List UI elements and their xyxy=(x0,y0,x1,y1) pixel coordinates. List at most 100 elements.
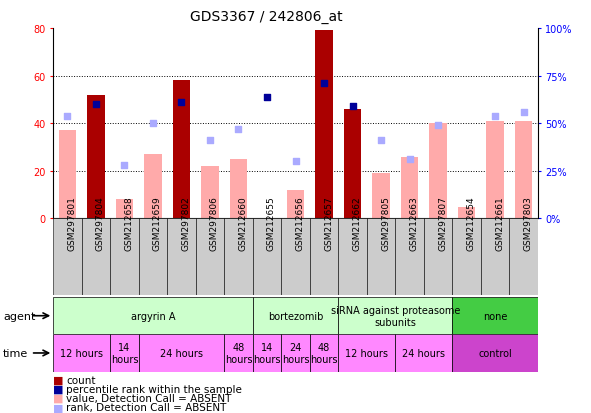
FancyBboxPatch shape xyxy=(310,219,338,295)
FancyBboxPatch shape xyxy=(367,219,395,295)
FancyBboxPatch shape xyxy=(53,335,110,372)
Text: GSM212655: GSM212655 xyxy=(267,195,276,250)
Text: GSM297803: GSM297803 xyxy=(524,195,532,250)
Text: GSM212657: GSM212657 xyxy=(324,195,333,250)
Bar xyxy=(316,31,333,219)
Text: agent: agent xyxy=(3,311,35,321)
Text: none: none xyxy=(483,311,507,321)
Point xyxy=(205,138,215,144)
Text: GSM297804: GSM297804 xyxy=(96,195,105,250)
Text: 24 hours: 24 hours xyxy=(160,348,203,358)
FancyBboxPatch shape xyxy=(139,219,167,295)
FancyBboxPatch shape xyxy=(281,335,310,372)
Point xyxy=(376,138,386,144)
FancyBboxPatch shape xyxy=(395,219,424,295)
FancyBboxPatch shape xyxy=(338,335,395,372)
Text: GSM212663: GSM212663 xyxy=(410,195,418,250)
Text: GSM212654: GSM212654 xyxy=(466,195,476,250)
Point xyxy=(491,113,500,120)
FancyBboxPatch shape xyxy=(310,335,338,372)
Text: GSM297802: GSM297802 xyxy=(181,195,190,250)
FancyBboxPatch shape xyxy=(338,219,367,295)
Point xyxy=(433,123,443,129)
Text: ■: ■ xyxy=(53,402,64,412)
Bar xyxy=(430,124,447,219)
Bar xyxy=(401,157,418,219)
Text: time: time xyxy=(3,348,28,358)
FancyBboxPatch shape xyxy=(452,297,538,335)
Bar xyxy=(59,131,76,219)
Bar xyxy=(344,109,361,219)
FancyBboxPatch shape xyxy=(253,297,338,335)
Text: GSM212656: GSM212656 xyxy=(296,195,304,250)
FancyBboxPatch shape xyxy=(424,219,452,295)
Text: 24
hours: 24 hours xyxy=(282,342,309,364)
Text: GSM212659: GSM212659 xyxy=(153,195,162,250)
FancyBboxPatch shape xyxy=(53,219,82,295)
Bar xyxy=(372,174,389,219)
Point xyxy=(519,109,528,116)
Text: 24 hours: 24 hours xyxy=(402,348,445,358)
Text: value, Detection Call = ABSENT: value, Detection Call = ABSENT xyxy=(66,393,232,403)
FancyBboxPatch shape xyxy=(53,297,253,335)
Text: argyrin A: argyrin A xyxy=(131,311,175,321)
FancyBboxPatch shape xyxy=(338,297,452,335)
Text: GSM212658: GSM212658 xyxy=(125,195,134,250)
Text: ■: ■ xyxy=(53,384,64,394)
Bar xyxy=(202,166,219,219)
Text: bortezomib: bortezomib xyxy=(268,311,323,321)
Text: GSM297807: GSM297807 xyxy=(438,195,447,250)
FancyBboxPatch shape xyxy=(281,219,310,295)
Point xyxy=(120,162,129,169)
FancyBboxPatch shape xyxy=(509,219,538,295)
Point xyxy=(177,100,186,106)
Bar xyxy=(458,207,475,219)
Text: count: count xyxy=(66,375,96,385)
FancyBboxPatch shape xyxy=(224,335,253,372)
Text: control: control xyxy=(478,348,512,358)
Point xyxy=(348,104,357,110)
Text: GSM297805: GSM297805 xyxy=(381,195,390,250)
Bar xyxy=(230,159,247,219)
Point xyxy=(319,81,329,87)
Bar xyxy=(173,81,190,219)
Point xyxy=(405,157,414,163)
Text: rank, Detection Call = ABSENT: rank, Detection Call = ABSENT xyxy=(66,402,226,412)
Text: GDS3367 / 242806_at: GDS3367 / 242806_at xyxy=(190,10,342,24)
Point xyxy=(63,113,72,120)
FancyBboxPatch shape xyxy=(395,335,452,372)
Text: 48
hours: 48 hours xyxy=(310,342,338,364)
Text: 12 hours: 12 hours xyxy=(60,348,103,358)
FancyBboxPatch shape xyxy=(110,335,139,372)
Point xyxy=(234,126,243,133)
Bar xyxy=(515,121,532,219)
Text: GSM212662: GSM212662 xyxy=(352,195,362,250)
Bar xyxy=(486,121,504,219)
FancyBboxPatch shape xyxy=(481,219,509,295)
FancyBboxPatch shape xyxy=(452,335,538,372)
Text: 14
hours: 14 hours xyxy=(253,342,281,364)
FancyBboxPatch shape xyxy=(224,219,253,295)
Text: 48
hours: 48 hours xyxy=(225,342,252,364)
Bar xyxy=(287,190,304,219)
Text: percentile rank within the sample: percentile rank within the sample xyxy=(66,384,242,394)
Text: GSM212660: GSM212660 xyxy=(239,195,248,250)
Bar xyxy=(87,95,105,219)
FancyBboxPatch shape xyxy=(110,219,139,295)
Text: siRNA against proteasome
subunits: siRNA against proteasome subunits xyxy=(330,305,460,327)
FancyBboxPatch shape xyxy=(452,219,481,295)
Text: 12 hours: 12 hours xyxy=(345,348,388,358)
FancyBboxPatch shape xyxy=(196,219,224,295)
Bar xyxy=(116,200,133,219)
Point xyxy=(291,159,300,165)
Text: GSM212661: GSM212661 xyxy=(495,195,504,250)
FancyBboxPatch shape xyxy=(139,335,224,372)
Point xyxy=(148,121,158,127)
Point xyxy=(91,102,100,108)
Text: GSM297801: GSM297801 xyxy=(67,195,76,250)
Text: GSM297806: GSM297806 xyxy=(210,195,219,250)
Text: 14
hours: 14 hours xyxy=(111,342,138,364)
FancyBboxPatch shape xyxy=(253,335,281,372)
FancyBboxPatch shape xyxy=(253,219,281,295)
Text: ■: ■ xyxy=(53,393,64,403)
